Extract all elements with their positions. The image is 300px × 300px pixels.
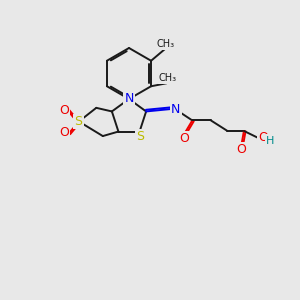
Text: H: H <box>266 136 274 146</box>
Text: CH₃: CH₃ <box>156 39 175 49</box>
Text: S: S <box>74 115 82 128</box>
Text: N: N <box>171 103 181 116</box>
Text: O: O <box>237 143 247 156</box>
Text: O: O <box>258 131 268 144</box>
Text: S: S <box>136 130 144 143</box>
Text: O: O <box>59 103 69 117</box>
Text: O: O <box>179 132 189 145</box>
Text: O: O <box>59 126 69 140</box>
Text: CH₃: CH₃ <box>159 74 177 83</box>
Text: N: N <box>124 92 134 106</box>
